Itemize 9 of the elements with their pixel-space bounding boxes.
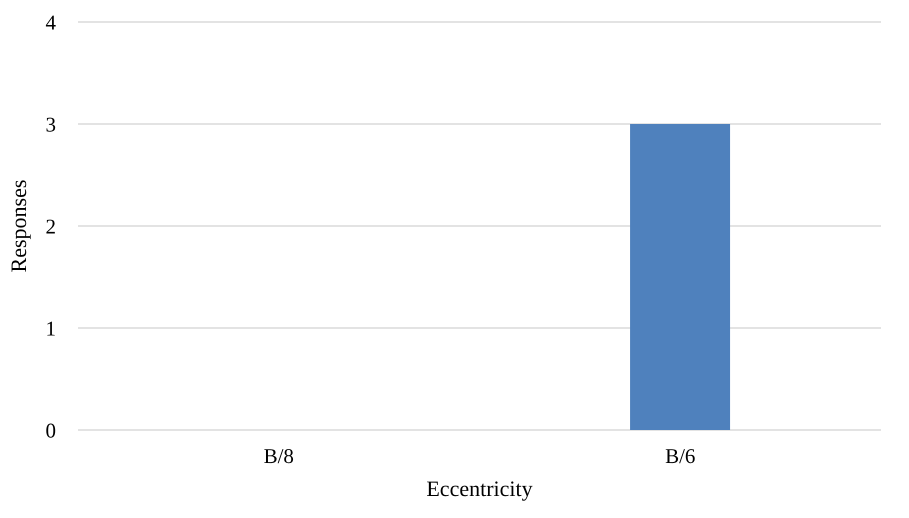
x-tick-label: B/6 xyxy=(665,444,696,468)
y-tick-label: 4 xyxy=(46,10,56,34)
y-tick-label: 0 xyxy=(46,418,56,442)
y-axis-title: Responses xyxy=(6,180,31,272)
x-axis-title: Eccentricity xyxy=(426,476,533,501)
y-tick-label: 2 xyxy=(46,214,56,238)
x-tick-label: B/8 xyxy=(264,444,294,468)
y-tick-label: 3 xyxy=(46,112,56,136)
y-tick-label: 1 xyxy=(46,316,56,340)
